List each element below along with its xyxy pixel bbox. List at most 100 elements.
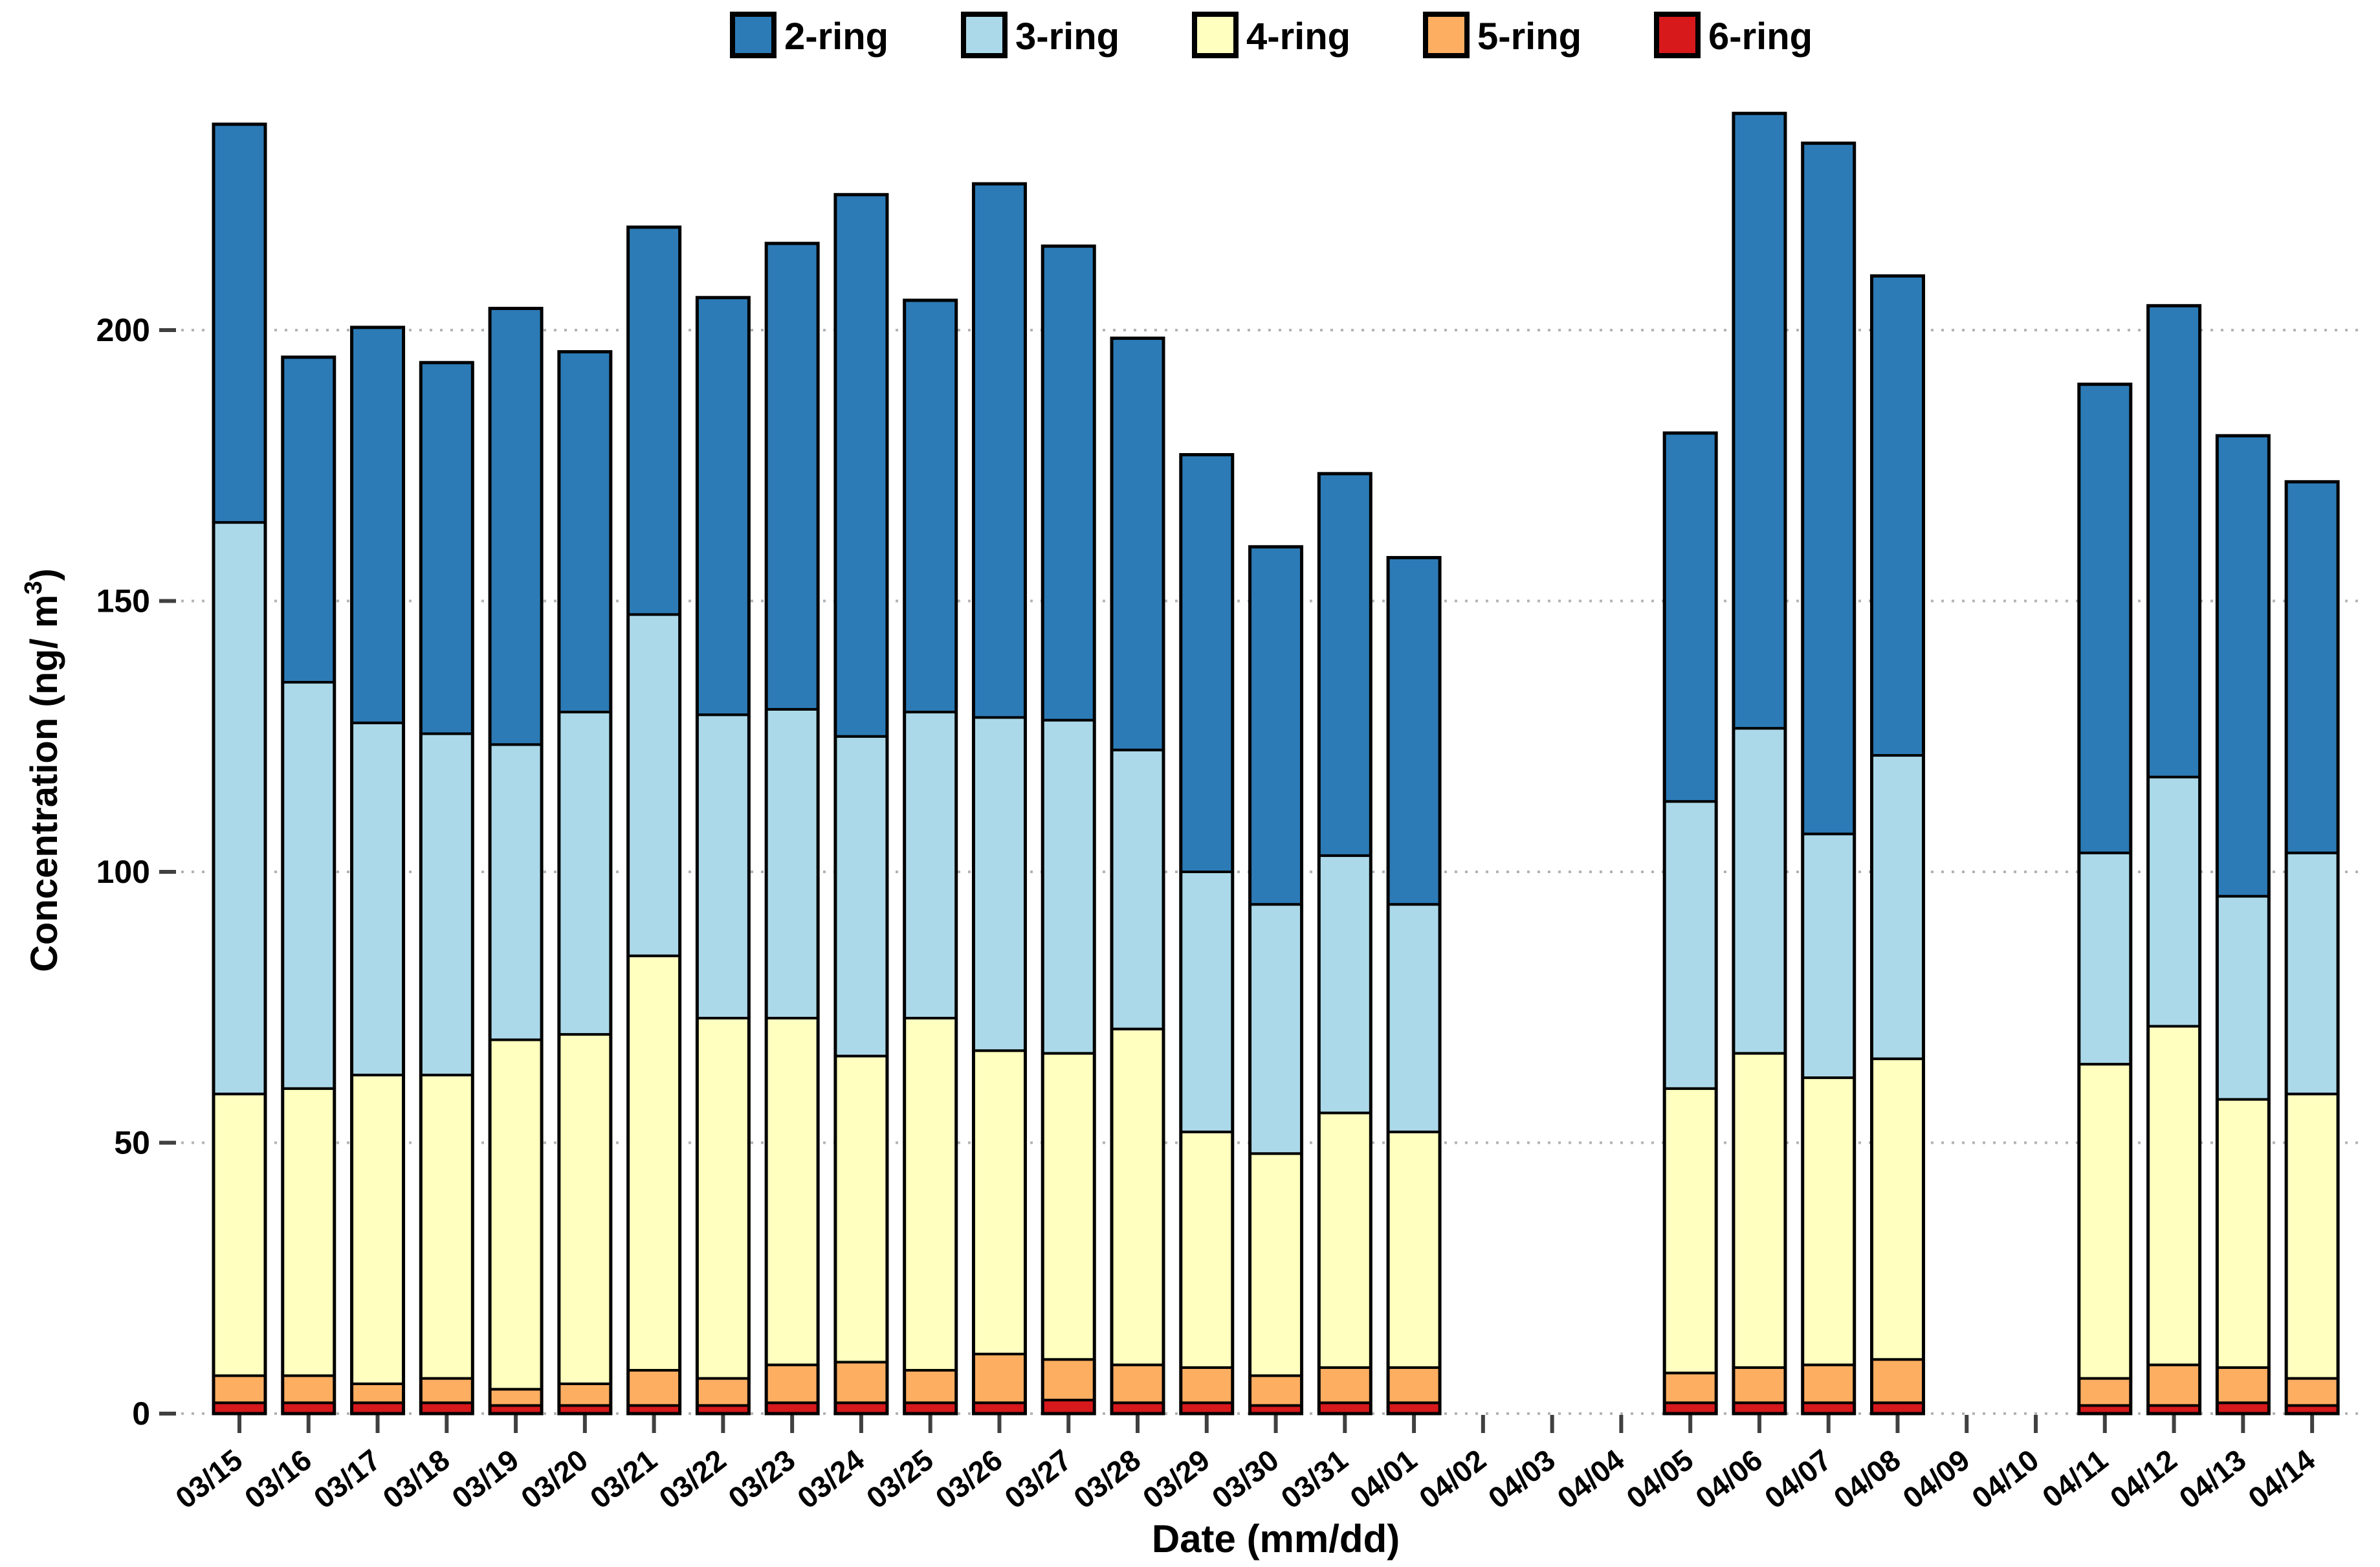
bar-04-11 bbox=[2077, 383, 2133, 1416]
bar-segment-2-ring bbox=[2077, 383, 2132, 854]
x-tick-label-group: 04/10 bbox=[1965, 1443, 2045, 1515]
bar-segment-5-ring bbox=[2216, 1366, 2271, 1405]
bar-segment-5-ring bbox=[1663, 1372, 1718, 1405]
legend-item-3-ring: 3-ring bbox=[961, 12, 1119, 58]
x-tick-label: 04/09 bbox=[1897, 1443, 1976, 1515]
bar-segment-3-ring bbox=[2077, 851, 2132, 1066]
bar-segment-5-ring bbox=[557, 1382, 612, 1407]
bar-03-28 bbox=[1110, 337, 1165, 1416]
bar-segment-6-ring bbox=[972, 1401, 1027, 1416]
bar-03-26 bbox=[971, 182, 1027, 1416]
bar-segment-3-ring bbox=[2285, 851, 2340, 1096]
bar-segment-5-ring bbox=[350, 1382, 405, 1405]
bar-segment-3-ring bbox=[212, 521, 267, 1096]
x-tick-label-group: 04/11 bbox=[2036, 1443, 2114, 1514]
x-tick-label: 03/31 bbox=[1275, 1443, 1354, 1515]
bar-segment-4-ring bbox=[2285, 1093, 2340, 1380]
bar-03-19 bbox=[488, 307, 544, 1416]
bar-segment-6-ring bbox=[1732, 1401, 1787, 1416]
bar-outline bbox=[1110, 337, 1165, 1416]
bar-segment-6-ring bbox=[419, 1401, 474, 1416]
bar-segment-2-ring bbox=[833, 193, 888, 738]
bar-segment-5-ring bbox=[2285, 1377, 2340, 1407]
x-tick-label: 03/20 bbox=[514, 1443, 594, 1515]
bar-segment-4-ring bbox=[1870, 1057, 1925, 1361]
bar-03-31 bbox=[1317, 472, 1372, 1416]
x-tick-label-group: 03/23 bbox=[722, 1443, 802, 1515]
bar-segment-6-ring bbox=[1801, 1401, 1856, 1416]
x-tick-label: 03/21 bbox=[584, 1443, 663, 1515]
y-tick-label: 150 bbox=[96, 583, 150, 619]
bar-segment-3-ring bbox=[833, 735, 888, 1058]
bar-04-06 bbox=[1732, 111, 1787, 1416]
bar-segment-2-ring bbox=[1387, 556, 1442, 906]
bar-segment-2-ring bbox=[281, 355, 336, 684]
x-tick-label-group: 03/21 bbox=[584, 1443, 663, 1515]
x-tick-label: 04/04 bbox=[1551, 1443, 1631, 1515]
bar-segment-3-ring bbox=[419, 732, 474, 1076]
bar-03-23 bbox=[764, 241, 820, 1416]
legend-item-5-ring: 5-ring bbox=[1423, 12, 1581, 58]
legend-swatch-5-ring bbox=[1423, 12, 1470, 58]
x-tick-label-group: 04/04 bbox=[1551, 1443, 1631, 1515]
legend-label: 6-ring bbox=[1708, 16, 1813, 58]
bar-segment-3-ring bbox=[2146, 775, 2201, 1028]
bar-segment-2-ring bbox=[212, 122, 267, 524]
bar-segment-5-ring bbox=[972, 1352, 1027, 1405]
bar-04-08 bbox=[1869, 274, 1925, 1416]
bar-segment-2-ring bbox=[972, 183, 1027, 719]
x-tick-label: 03/22 bbox=[653, 1443, 733, 1515]
x-axis-title: Date (mm/dd) bbox=[1152, 1517, 1400, 1561]
bar-segment-6-ring bbox=[1317, 1401, 1372, 1416]
x-tick-label-group: 03/31 bbox=[1275, 1443, 1354, 1515]
bar-04-14 bbox=[2284, 480, 2340, 1416]
x-tick-label: 04/12 bbox=[2104, 1443, 2183, 1515]
bar-segment-2-ring bbox=[557, 350, 612, 714]
bar-segment-5-ring bbox=[765, 1363, 820, 1405]
x-tick-label-group: 03/15 bbox=[169, 1443, 248, 1515]
bar-outline bbox=[1248, 545, 1304, 1416]
bar-outline bbox=[1732, 111, 1787, 1416]
x-tick-label: 03/24 bbox=[791, 1443, 870, 1515]
x-tick-label-group: 03/19 bbox=[446, 1443, 525, 1515]
bar-outline bbox=[833, 193, 889, 1416]
bar-outline bbox=[419, 361, 474, 1416]
x-tick-label: 04/07 bbox=[1758, 1443, 1838, 1515]
bar-03-22 bbox=[695, 296, 751, 1416]
bar-segment-2-ring bbox=[696, 296, 751, 717]
bar-segment-2-ring bbox=[2285, 480, 2340, 854]
x-tick-label: 03/25 bbox=[860, 1443, 940, 1515]
bar-segment-6-ring bbox=[281, 1401, 336, 1416]
bar-outline bbox=[212, 122, 267, 1416]
x-tick-label-group: 03/26 bbox=[929, 1443, 1009, 1515]
x-tick-label: 04/14 bbox=[2242, 1443, 2322, 1515]
bar-outline bbox=[764, 241, 820, 1416]
x-tick-label: 03/17 bbox=[307, 1443, 387, 1515]
bar-segment-2-ring bbox=[2146, 304, 2201, 779]
bar-segment-5-ring bbox=[419, 1377, 474, 1405]
bar-segment-2-ring bbox=[765, 242, 820, 711]
bar-segment-2-ring bbox=[903, 298, 958, 714]
bar-segment-4-ring bbox=[1248, 1152, 1303, 1377]
bar-segment-3-ring bbox=[1317, 854, 1372, 1115]
legend-swatch-4-ring bbox=[1192, 12, 1239, 58]
bar-segment-2-ring bbox=[350, 326, 405, 724]
bar-outline bbox=[281, 355, 336, 1416]
x-tick-label: 03/30 bbox=[1206, 1443, 1285, 1515]
legend-swatch-3-ring bbox=[961, 12, 1008, 58]
x-tick-label: 03/28 bbox=[1067, 1443, 1147, 1515]
x-tick-label: 03/19 bbox=[446, 1443, 525, 1515]
bar-segment-2-ring bbox=[1179, 453, 1234, 873]
x-tick-label: 03/29 bbox=[1136, 1443, 1216, 1515]
x-tick-label: 04/11 bbox=[2036, 1443, 2114, 1514]
x-tick-label: 04/08 bbox=[1827, 1443, 1907, 1515]
legend-label: 4-ring bbox=[1246, 16, 1350, 58]
bar-outline bbox=[903, 298, 958, 1416]
legend-item-2-ring: 2-ring bbox=[730, 12, 888, 58]
bar-04-01 bbox=[1386, 556, 1442, 1416]
bar-03-15 bbox=[212, 122, 267, 1416]
bar-segment-5-ring bbox=[1870, 1358, 1925, 1405]
bar-segment-6-ring bbox=[1041, 1399, 1096, 1415]
legend-label: 2-ring bbox=[784, 16, 888, 58]
